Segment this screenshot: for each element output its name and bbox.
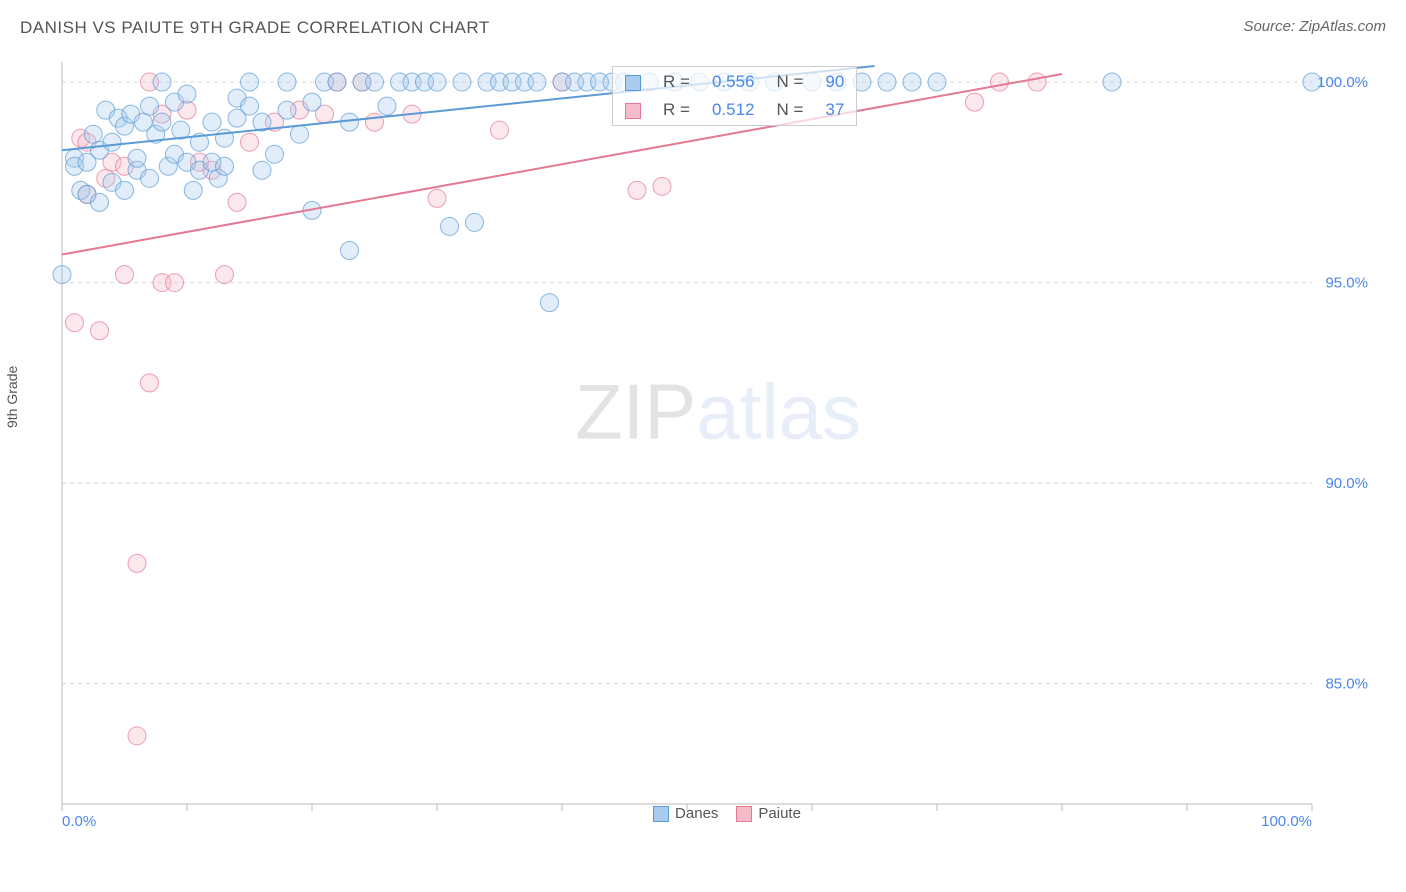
svg-text:85.0%: 85.0% [1325,676,1368,693]
chart-source: Source: ZipAtlas.com [1243,18,1386,35]
svg-text:100.0%: 100.0% [1317,74,1368,91]
svg-text:90.0%: 90.0% [1325,475,1368,492]
stats-box: R =0.556N =90R =0.512N =37 [612,66,857,126]
y-axis-label: 9th Grade [4,366,20,428]
svg-text:95.0%: 95.0% [1325,275,1368,292]
chart-header: DANISH VS PAIUTE 9TH GRADE CORRELATION C… [0,0,1406,48]
legend-bottom: DanesPaiute [50,805,1386,822]
scatter-chart: 85.0%90.0%95.0%100.0%0.0%100.0% [50,58,1386,828]
chart-title: DANISH VS PAIUTE 9TH GRADE CORRELATION C… [20,18,490,38]
chart-container: 85.0%90.0%95.0%100.0%0.0%100.0% ZIPatlas… [50,58,1386,828]
